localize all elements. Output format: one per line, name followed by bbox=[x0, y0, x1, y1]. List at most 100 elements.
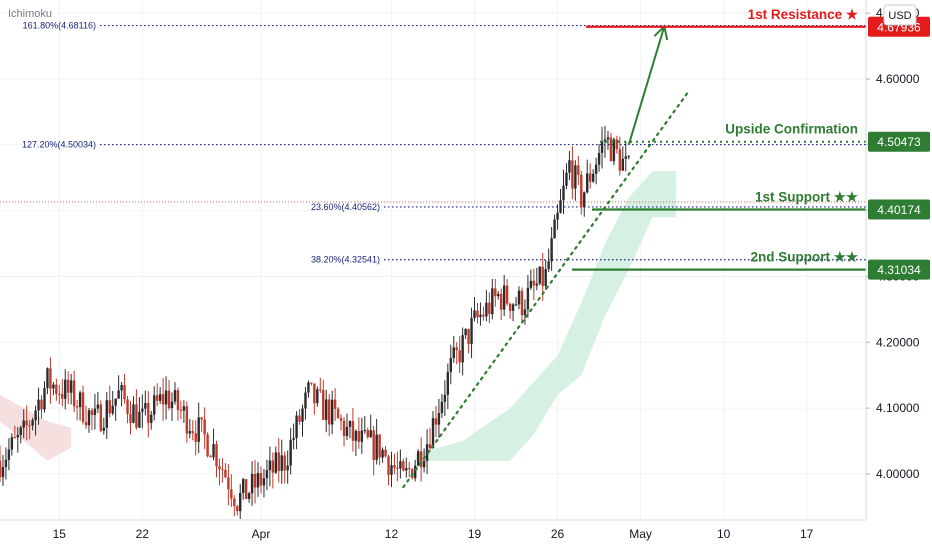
candle-body bbox=[363, 430, 366, 432]
candle-body bbox=[600, 141, 604, 153]
candle-body bbox=[345, 426, 349, 437]
candle-body bbox=[586, 173, 589, 193]
candle-body bbox=[541, 266, 544, 287]
x-tick-label: 12 bbox=[385, 527, 399, 541]
y-tick-label: 4.00000 bbox=[876, 467, 920, 481]
candle-body bbox=[336, 408, 340, 419]
candle-body bbox=[473, 310, 476, 319]
candle-body bbox=[25, 420, 28, 426]
candle-body bbox=[218, 466, 221, 470]
candle-body bbox=[304, 392, 307, 409]
candle-body bbox=[479, 314, 482, 318]
candle-body bbox=[277, 452, 280, 471]
candle-body bbox=[250, 473, 254, 494]
fib-level-label: 23.60%(4.40562) bbox=[311, 202, 380, 212]
y-tick-label: 4.60000 bbox=[876, 72, 920, 86]
candles bbox=[0, 125, 630, 520]
candle-body bbox=[399, 461, 402, 469]
candle-body bbox=[467, 328, 470, 345]
candle-body bbox=[550, 238, 553, 262]
candle-body bbox=[117, 390, 120, 399]
candle-body bbox=[247, 493, 251, 499]
candle-body bbox=[357, 430, 361, 442]
candle-body bbox=[508, 303, 512, 311]
candle-body bbox=[40, 399, 43, 410]
candle-body bbox=[529, 280, 533, 288]
candle-body bbox=[580, 174, 583, 208]
candle-body bbox=[265, 470, 269, 479]
candle-body bbox=[46, 368, 49, 389]
candle-body bbox=[416, 451, 420, 466]
currency-label: USD bbox=[888, 10, 911, 22]
candle-body bbox=[514, 304, 518, 306]
candle-body bbox=[176, 390, 180, 410]
candle-body bbox=[532, 280, 536, 286]
candle-body bbox=[621, 158, 625, 171]
candle-body bbox=[458, 350, 461, 363]
candle-body bbox=[78, 392, 82, 408]
indicator-label: Ichimoku bbox=[8, 8, 52, 20]
projection-arrow-line bbox=[627, 26, 666, 146]
candle-body bbox=[161, 394, 165, 405]
price-tag-label: 4.40174 bbox=[877, 203, 921, 217]
candle-body bbox=[500, 293, 503, 310]
candle-body bbox=[7, 449, 11, 460]
candle-body bbox=[494, 288, 497, 297]
y-tick-label: 4.20000 bbox=[876, 335, 920, 349]
candle-body bbox=[366, 430, 369, 438]
candle-body bbox=[523, 309, 527, 316]
candle-body bbox=[16, 434, 19, 438]
candle-body bbox=[381, 449, 384, 458]
candle-body bbox=[191, 431, 194, 434]
candle-body bbox=[612, 139, 616, 162]
candle-body bbox=[233, 498, 236, 507]
candle-body bbox=[396, 467, 399, 469]
candle-body bbox=[517, 290, 521, 305]
candle-body bbox=[167, 390, 171, 409]
candle-body bbox=[197, 417, 200, 442]
candle-body bbox=[58, 393, 61, 395]
candle-body bbox=[153, 395, 156, 415]
candle-body bbox=[325, 399, 328, 420]
candle-body bbox=[348, 421, 352, 427]
candle-body bbox=[75, 406, 79, 408]
price-tag-box bbox=[868, 131, 930, 152]
candle-body bbox=[138, 411, 141, 428]
candle-body bbox=[449, 358, 452, 372]
candle-body bbox=[594, 164, 598, 174]
candle-body bbox=[568, 160, 571, 173]
candle-body bbox=[488, 302, 491, 315]
fibonacci-levels: 161.80%(4.68116) 127.20%(4.50034) 23.60%(4… bbox=[22, 21, 866, 265]
price-tag-label: 4.50473 bbox=[877, 135, 921, 149]
candle-body bbox=[408, 468, 411, 470]
candle-body bbox=[393, 465, 396, 468]
candle-body bbox=[52, 384, 55, 389]
candle-body bbox=[227, 477, 230, 490]
candle-body bbox=[419, 451, 423, 468]
candle-body bbox=[170, 401, 174, 409]
candle-body bbox=[577, 165, 580, 175]
candle-body bbox=[390, 465, 393, 475]
candle-body bbox=[446, 371, 450, 395]
candle-body bbox=[464, 328, 467, 336]
currency-button[interactable]: USD bbox=[883, 4, 917, 26]
candle-body bbox=[526, 287, 530, 310]
candle-body bbox=[22, 420, 25, 428]
candle-body bbox=[274, 452, 278, 473]
candle-body bbox=[333, 399, 337, 409]
candle-body bbox=[547, 261, 550, 270]
key-level-label: Upside Confirmation bbox=[725, 122, 858, 137]
price-tag-box bbox=[868, 259, 930, 280]
candle-body bbox=[283, 455, 286, 471]
x-tick-label: May bbox=[629, 527, 652, 541]
candle-body bbox=[574, 165, 577, 189]
candle-body bbox=[606, 137, 610, 140]
candle-body bbox=[556, 212, 559, 220]
candle-body bbox=[158, 394, 162, 401]
candle-body bbox=[215, 444, 218, 467]
candle-body bbox=[375, 434, 378, 460]
candle-body bbox=[286, 465, 289, 471]
key-level-label: 1st Resistance ★ bbox=[748, 7, 859, 22]
